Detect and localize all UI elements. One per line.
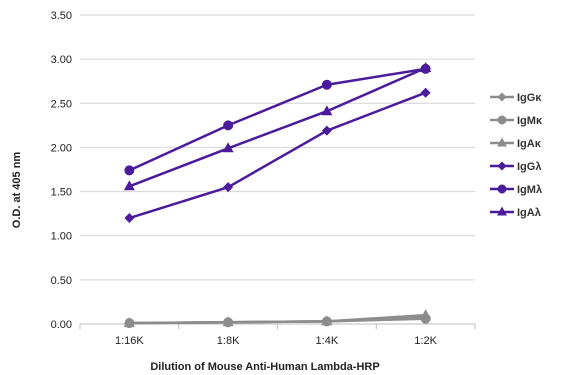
y-tick-label: 0.50 bbox=[51, 275, 72, 287]
legend-marker bbox=[497, 92, 507, 102]
data-point bbox=[321, 315, 333, 326]
data-point bbox=[123, 180, 135, 191]
series-line bbox=[129, 91, 427, 220]
data-point bbox=[222, 142, 234, 153]
legend-item: IgAλ bbox=[490, 206, 541, 219]
data-point bbox=[124, 165, 135, 176]
legend-item: IgMκ bbox=[490, 115, 543, 127]
y-tick-label: 2.00 bbox=[51, 142, 72, 154]
data-point bbox=[321, 125, 332, 136]
y-tick-label: 1.00 bbox=[51, 231, 72, 243]
y-axis-tick-labels: 0.00 0.50 1.00 1.50 2.00 2.50 3.00 3.50 bbox=[51, 10, 72, 331]
x-tick-label: 1:4K bbox=[316, 335, 339, 347]
legend-marker bbox=[497, 115, 507, 125]
x-axis-title: Dilution of Mouse Anti-Human Lambda-HRP bbox=[150, 361, 379, 373]
gridlines bbox=[80, 14, 475, 325]
x-tick-label: 1:2K bbox=[414, 335, 437, 347]
series-igaλ bbox=[123, 61, 432, 191]
data-point bbox=[223, 120, 234, 131]
y-tick-label: 3.00 bbox=[51, 54, 72, 66]
series-lines bbox=[123, 61, 432, 329]
y-tick-label: 1.50 bbox=[51, 187, 72, 199]
legend-marker bbox=[497, 161, 507, 171]
data-point bbox=[222, 316, 234, 327]
legend-label: IgGλ bbox=[517, 161, 541, 173]
data-point bbox=[223, 182, 234, 193]
x-tick-label: 1:16K bbox=[115, 335, 144, 347]
series-line bbox=[128, 66, 427, 188]
legend-label: IgMλ bbox=[517, 184, 542, 196]
series-line bbox=[129, 313, 426, 325]
legend-item: IgGκ bbox=[490, 92, 542, 104]
legend-item: IgGλ bbox=[490, 161, 541, 173]
y-tick-label: 2.50 bbox=[51, 98, 72, 110]
legend-marker bbox=[497, 137, 507, 147]
legend-label: IgGκ bbox=[517, 92, 542, 104]
y-axis-title: O.D. at 405 nm bbox=[11, 152, 23, 229]
legend-marker bbox=[497, 184, 507, 194]
legend-label: IgAλ bbox=[517, 207, 541, 219]
data-point bbox=[420, 87, 431, 98]
data-point bbox=[420, 309, 432, 320]
x-axis-tick-labels: 1:16K 1:8K 1:4K 1:2K bbox=[79, 324, 476, 347]
series-iggλ bbox=[124, 87, 431, 224]
y-tick-label: 3.50 bbox=[51, 10, 72, 22]
legend-label: IgMκ bbox=[517, 115, 543, 127]
legend-label: IgAκ bbox=[517, 138, 542, 150]
data-point bbox=[123, 317, 135, 328]
legend-item: IgAκ bbox=[490, 137, 542, 150]
legend-item: IgMλ bbox=[490, 184, 542, 196]
legend: IgGκ IgMκ IgAκ IgGλ IgMλ IgAλ bbox=[490, 92, 543, 219]
x-tick-label: 1:8K bbox=[217, 335, 240, 347]
data-point bbox=[420, 61, 432, 72]
y-tick-label: 0.00 bbox=[51, 319, 72, 331]
data-point bbox=[321, 105, 333, 116]
data-point bbox=[321, 79, 332, 90]
legend-marker bbox=[497, 206, 507, 216]
series-igaκ bbox=[123, 309, 432, 328]
data-point bbox=[124, 213, 135, 224]
series-line bbox=[128, 67, 426, 172]
